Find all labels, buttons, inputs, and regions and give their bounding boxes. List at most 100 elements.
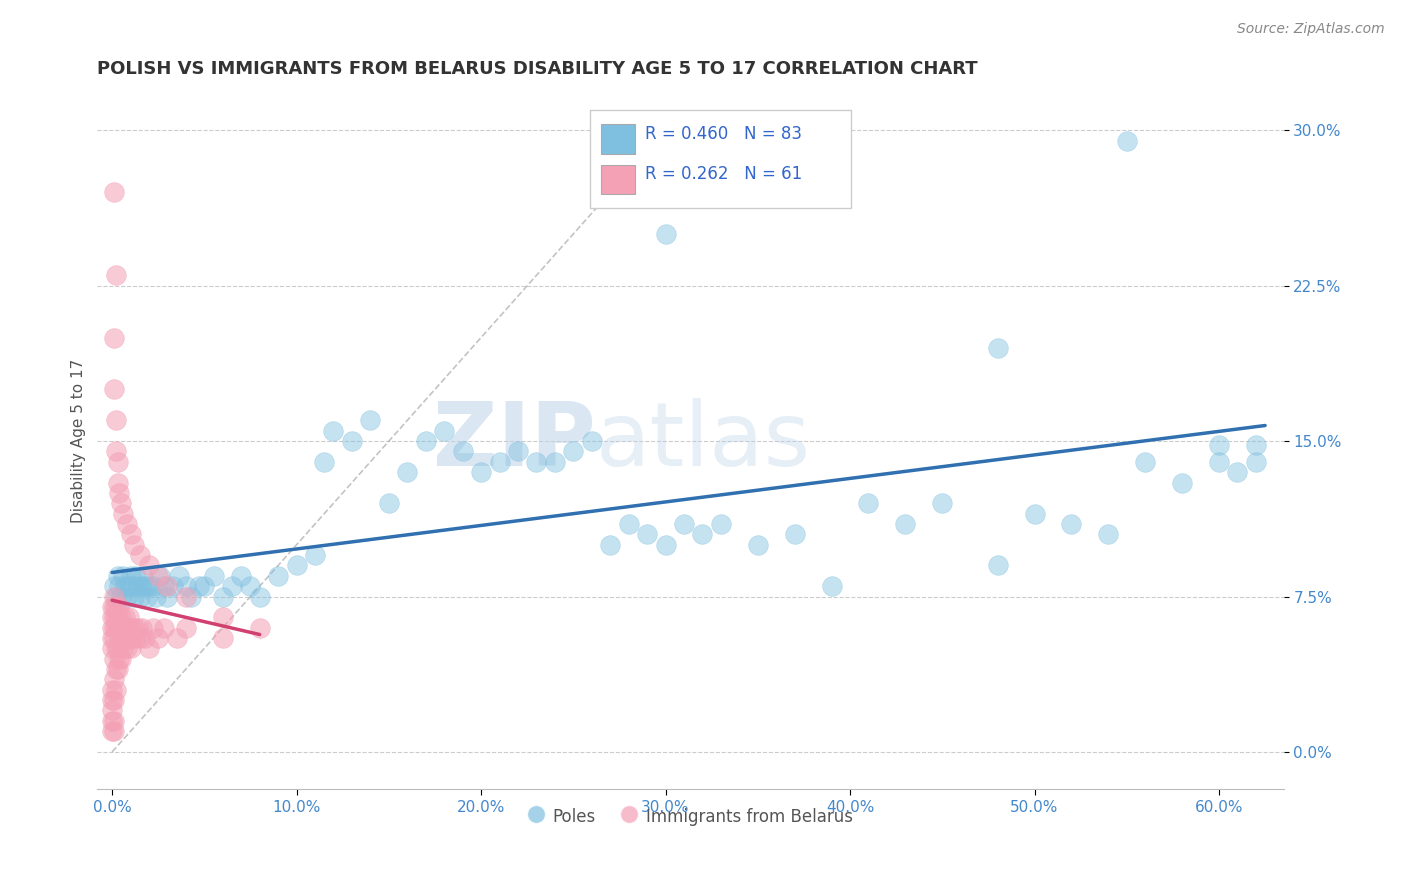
Point xyxy=(104,662,127,676)
Point xyxy=(654,538,676,552)
Point xyxy=(314,455,336,469)
Point xyxy=(359,413,381,427)
Point xyxy=(1060,516,1083,531)
Point xyxy=(249,590,271,604)
Point xyxy=(127,579,149,593)
Point xyxy=(115,641,138,656)
Point xyxy=(101,621,124,635)
Point xyxy=(104,641,127,656)
Point xyxy=(107,455,129,469)
Point xyxy=(166,631,188,645)
Point xyxy=(156,579,179,593)
Point xyxy=(118,631,141,645)
Point xyxy=(747,538,769,552)
Point xyxy=(148,631,170,645)
Point xyxy=(433,424,456,438)
Point xyxy=(103,599,125,614)
Point xyxy=(112,507,135,521)
Point xyxy=(112,641,135,656)
Point xyxy=(304,548,326,562)
Point xyxy=(110,631,132,645)
Point xyxy=(101,599,124,614)
Point xyxy=(526,455,548,469)
Point xyxy=(1226,465,1249,479)
Point xyxy=(132,569,155,583)
Point xyxy=(125,631,148,645)
Point xyxy=(987,341,1010,355)
Point xyxy=(231,569,253,583)
Point xyxy=(562,444,585,458)
Point xyxy=(103,651,125,665)
Point xyxy=(211,631,233,645)
Point xyxy=(101,631,124,645)
Text: Source: ZipAtlas.com: Source: ZipAtlas.com xyxy=(1237,22,1385,37)
Point xyxy=(103,673,125,687)
Point xyxy=(108,579,131,593)
Point xyxy=(112,621,135,635)
Text: R = 0.262   N = 61: R = 0.262 N = 61 xyxy=(645,166,803,184)
Point xyxy=(138,579,160,593)
Point xyxy=(636,527,658,541)
Point xyxy=(104,268,127,283)
Point xyxy=(115,621,138,635)
Point xyxy=(654,227,676,241)
Point xyxy=(142,621,165,635)
Point xyxy=(142,579,165,593)
Point xyxy=(127,621,149,635)
Point xyxy=(122,621,145,635)
Point xyxy=(101,693,124,707)
Point xyxy=(114,610,136,624)
Point xyxy=(104,413,127,427)
Point xyxy=(187,579,209,593)
Point xyxy=(103,631,125,645)
Legend: Poles, Immigrants from Belarus: Poles, Immigrants from Belarus xyxy=(522,799,859,833)
Point xyxy=(110,496,132,510)
Point xyxy=(180,590,202,604)
Point xyxy=(134,579,156,593)
Text: ZIP: ZIP xyxy=(433,398,596,484)
Point xyxy=(1135,455,1157,469)
Point xyxy=(108,621,131,635)
Point xyxy=(101,704,124,718)
Point xyxy=(470,465,492,479)
Point xyxy=(103,714,125,728)
Point xyxy=(149,569,172,583)
Point xyxy=(107,610,129,624)
Point xyxy=(506,444,529,458)
Point xyxy=(122,538,145,552)
Point xyxy=(138,558,160,573)
FancyBboxPatch shape xyxy=(602,165,634,194)
Point xyxy=(211,610,233,624)
Point xyxy=(103,579,125,593)
Point xyxy=(112,569,135,583)
Point xyxy=(101,610,124,624)
Point xyxy=(131,579,153,593)
Point xyxy=(145,590,167,604)
Point xyxy=(692,527,714,541)
Point xyxy=(1097,527,1119,541)
Point xyxy=(120,641,142,656)
Point xyxy=(249,621,271,635)
Point xyxy=(104,682,127,697)
Point xyxy=(121,631,143,645)
Point xyxy=(103,621,125,635)
Point xyxy=(120,621,142,635)
Point xyxy=(114,631,136,645)
Point xyxy=(162,579,184,593)
Point xyxy=(987,558,1010,573)
Point xyxy=(340,434,363,449)
Point xyxy=(107,641,129,656)
Point xyxy=(115,590,138,604)
Point xyxy=(107,475,129,490)
Point xyxy=(103,590,125,604)
Point xyxy=(110,651,132,665)
Point xyxy=(174,579,197,593)
Point xyxy=(1208,455,1230,469)
Point xyxy=(125,569,148,583)
Point xyxy=(128,631,150,645)
Point xyxy=(322,424,344,438)
Point xyxy=(858,496,880,510)
Point xyxy=(131,621,153,635)
Point xyxy=(103,186,125,200)
Text: POLISH VS IMMIGRANTS FROM BELARUS DISABILITY AGE 5 TO 17 CORRELATION CHART: POLISH VS IMMIGRANTS FROM BELARUS DISABI… xyxy=(97,60,979,78)
